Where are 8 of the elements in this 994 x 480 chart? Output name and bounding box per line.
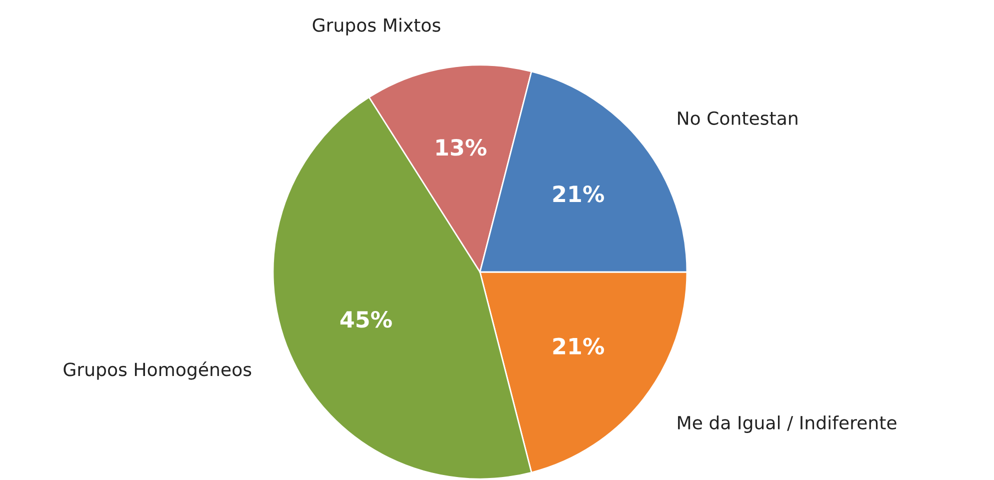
slice-label: Grupos Homogéneos xyxy=(64,362,252,380)
data-label: 21% xyxy=(553,338,604,355)
slice-label: Me da Igual / Indiferente xyxy=(678,416,896,433)
data-label: 13% xyxy=(436,138,486,156)
slice-label: No Contestan xyxy=(678,111,798,125)
slice-label: Grupos Mixtos xyxy=(312,18,440,36)
data-label: 21% xyxy=(553,186,604,202)
data-label: 45% xyxy=(340,310,392,328)
